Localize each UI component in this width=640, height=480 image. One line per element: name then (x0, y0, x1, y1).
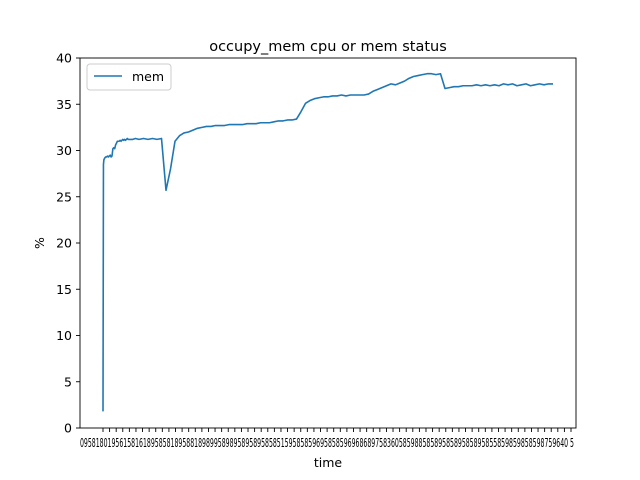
y-tick-label: 15 (56, 282, 72, 297)
y-tick-label: 40 (56, 51, 72, 66)
x-tick-labels: 0958180195615816189585818958818989958989… (80, 436, 574, 450)
y-axis-label: % (32, 237, 47, 249)
y-tick-label: 25 (56, 189, 72, 204)
y-tick-label: 5 (64, 374, 72, 389)
axes-frame (79, 57, 577, 429)
x-axis-label: time (314, 455, 343, 470)
series-line-mem (102, 72, 553, 412)
y-axis-ticks: 0 5 10 15 20 25 30 35 40 (56, 51, 80, 436)
y-tick-label: 20 (56, 236, 72, 251)
y-tick-label: 35 (56, 97, 72, 112)
y-tick-label: 0 (64, 421, 72, 436)
y-tick-label: 30 (56, 143, 72, 158)
chart-title: occupy_mem cpu or mem status (209, 39, 447, 55)
legend-box (86, 63, 172, 91)
plot-area (102, 72, 553, 412)
legend-label-mem: mem (132, 69, 164, 84)
x-axis-ticks (102, 428, 572, 432)
y-tick-label: 10 (56, 328, 72, 343)
legend: mem (86, 63, 172, 91)
